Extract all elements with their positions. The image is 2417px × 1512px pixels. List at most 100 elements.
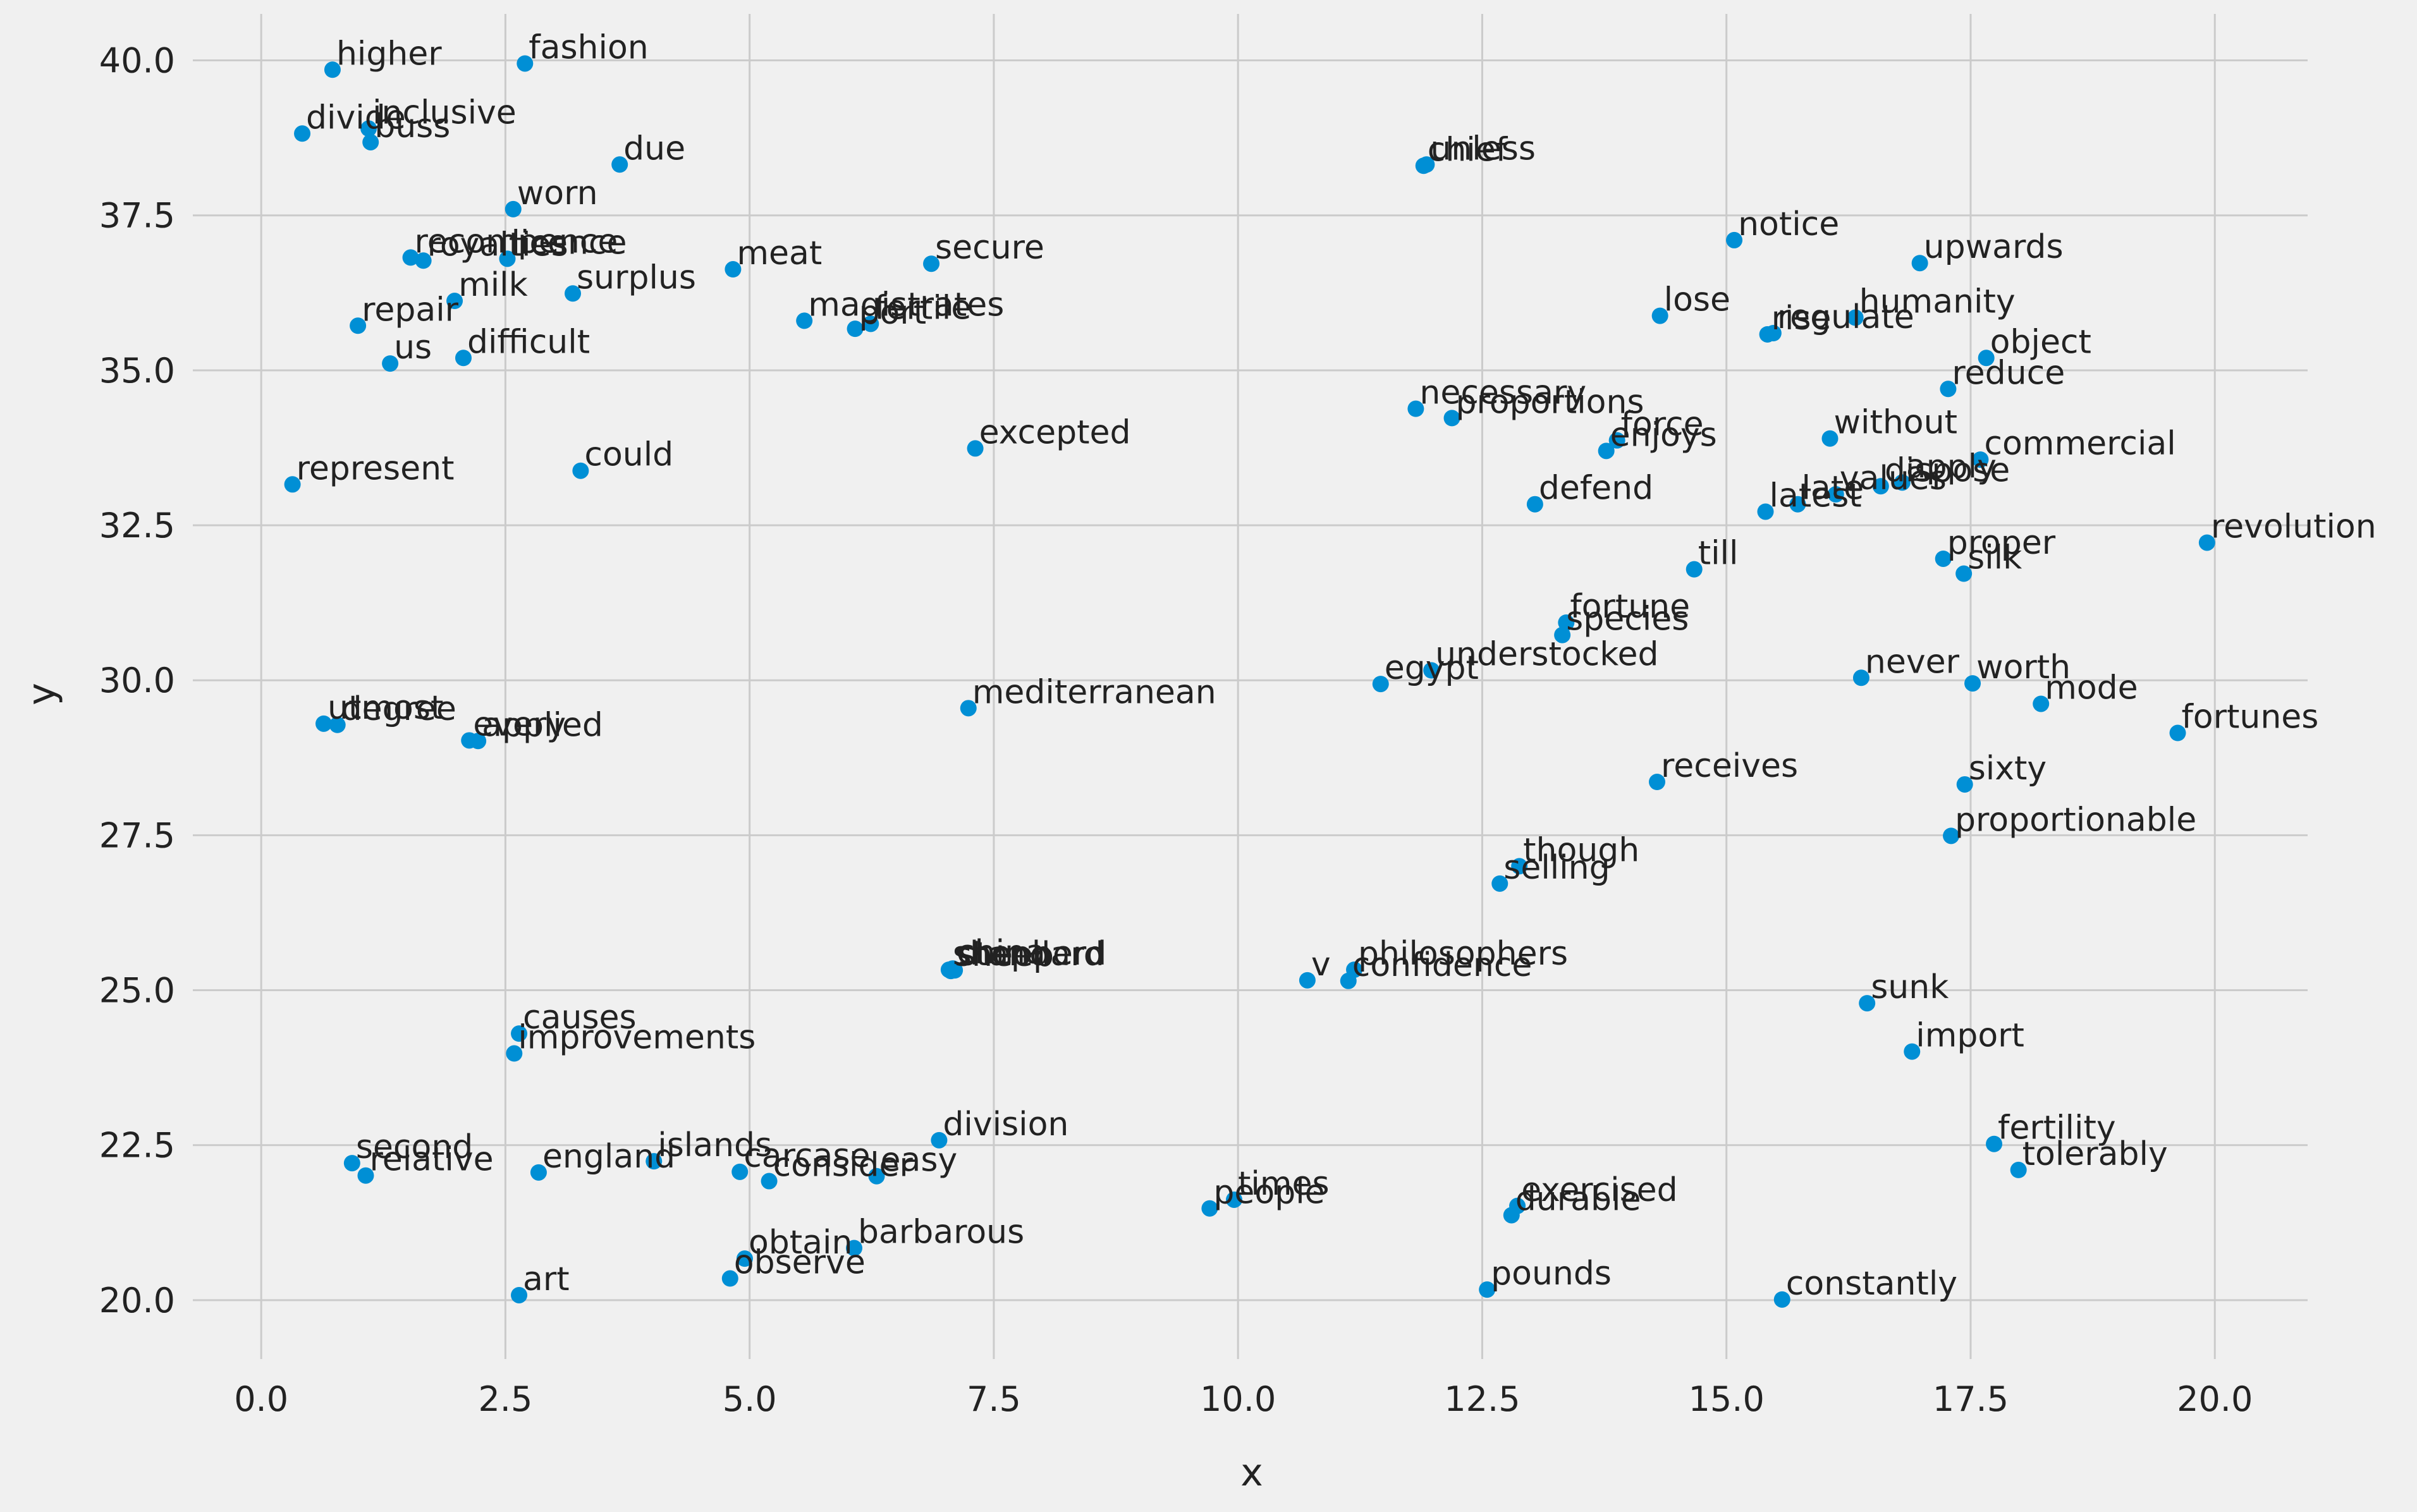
data-point [1686, 561, 1703, 578]
data-point [324, 61, 341, 78]
data-point [1418, 156, 1435, 173]
point-label: rise [1771, 300, 1832, 338]
data-point [1852, 669, 1869, 686]
point-label: divide [306, 99, 406, 137]
point-label: unless [1430, 130, 1536, 168]
data-point [1955, 565, 1973, 582]
data-point [1511, 858, 1528, 875]
x-tick-label: 17.5 [1933, 1379, 2009, 1419]
y-tick-label: 30.0 [99, 661, 175, 700]
point-label: fertility [1998, 1109, 2116, 1147]
x-tick-label: 10.0 [1200, 1379, 1276, 1419]
point-label: upwards [1924, 228, 2064, 266]
point-label: receives [1661, 747, 1798, 785]
x-tick-label: 5.0 [723, 1379, 777, 1419]
tick-labels: 0.0 2.5 5.0 7.5 10.0 12.5 15.0 17.5 20.0 20.0 22.5… [99, 41, 2253, 1419]
data-point [1443, 410, 1460, 427]
point-label: values [1840, 460, 1947, 497]
x-tick-label: 0.0 [234, 1379, 288, 1419]
y-tick-label: 25.0 [99, 971, 175, 1011]
point-label: art [523, 1260, 570, 1298]
point-label: buss [374, 107, 450, 145]
point-label: though [1523, 831, 1639, 869]
point-label: durable [1515, 1180, 1641, 1218]
point-label: import [1916, 1017, 2024, 1055]
point-label: england [542, 1138, 675, 1176]
data-point [721, 1270, 738, 1287]
point-label: barbarous [858, 1213, 1024, 1251]
point-label: excepted [979, 413, 1131, 451]
point-label: pounds [1491, 1255, 1612, 1293]
point-label: easy [881, 1142, 958, 1180]
x-tick-label: 12.5 [1444, 1379, 1520, 1419]
data-point [1894, 474, 1911, 491]
data-point [1789, 496, 1806, 513]
point-label: proportionable [1955, 801, 2196, 839]
point-label: repair [362, 291, 459, 329]
point-label: chief [1428, 131, 1508, 169]
data-point [511, 1025, 528, 1042]
point-label: due [623, 130, 685, 168]
data-point [360, 120, 377, 137]
data-point [1407, 400, 1424, 417]
point-label: consider [773, 1147, 914, 1185]
data-point [1904, 1043, 1921, 1060]
point-label: sixty [1969, 750, 2047, 788]
data-point [1649, 774, 1666, 791]
data-point [1773, 1291, 1790, 1308]
point-label: royalties [427, 226, 568, 264]
point-label: carcase [743, 1137, 870, 1175]
data-point [572, 462, 589, 479]
data-point [1986, 1135, 2003, 1152]
point-label: silk [1967, 539, 2022, 577]
point-label: licence [511, 224, 627, 262]
point-label: could [584, 436, 673, 474]
point-label: revolution [2211, 508, 2377, 546]
data-point [1598, 442, 1615, 460]
data-point [1554, 626, 1571, 643]
point-label: difficult [467, 323, 590, 361]
point-label: islands [658, 1126, 772, 1164]
point-label: worn [517, 174, 598, 212]
point-label: observe [734, 1244, 866, 1282]
point-label: mode [2045, 669, 2138, 707]
point-label: enjoys [1610, 416, 1717, 454]
point-label: fertile [874, 289, 971, 327]
point-label: mediterranean [972, 673, 1216, 711]
data-point [2010, 1161, 2027, 1178]
point-label: port [859, 294, 927, 332]
data-point [455, 350, 472, 367]
data-point [506, 1045, 523, 1062]
point-label: regulate [1777, 298, 1914, 336]
data-point [382, 355, 399, 372]
point-label: milk [458, 266, 528, 304]
point-label: sheep [955, 936, 1054, 974]
data-point [415, 252, 432, 269]
data-point [725, 261, 742, 278]
data-point [1859, 995, 1876, 1012]
data-point [2033, 695, 2050, 712]
data-point [1956, 776, 1973, 793]
data-point [1943, 827, 1960, 844]
point-label: confidence [1352, 946, 1533, 984]
point-label: people [1213, 1174, 1325, 1212]
point-label: sunk [1871, 968, 1949, 1006]
data-point [517, 55, 534, 72]
point-label: proper [1947, 524, 2056, 562]
point-label: relative [369, 1141, 493, 1179]
data-point [1978, 350, 1995, 367]
point-label: never [1865, 643, 1960, 681]
data-point [1340, 972, 1357, 989]
data-point [446, 293, 463, 310]
data-point [868, 1168, 885, 1185]
data-point [1226, 1191, 1243, 1208]
data-point [1911, 255, 1928, 272]
data-point [1827, 486, 1844, 503]
point-label: second [356, 1128, 473, 1166]
data-point [1872, 478, 1889, 495]
data-point [343, 1155, 360, 1172]
data-point [1558, 614, 1575, 631]
point-label: exercised [1521, 1171, 1678, 1209]
point-label: force [1621, 406, 1704, 444]
